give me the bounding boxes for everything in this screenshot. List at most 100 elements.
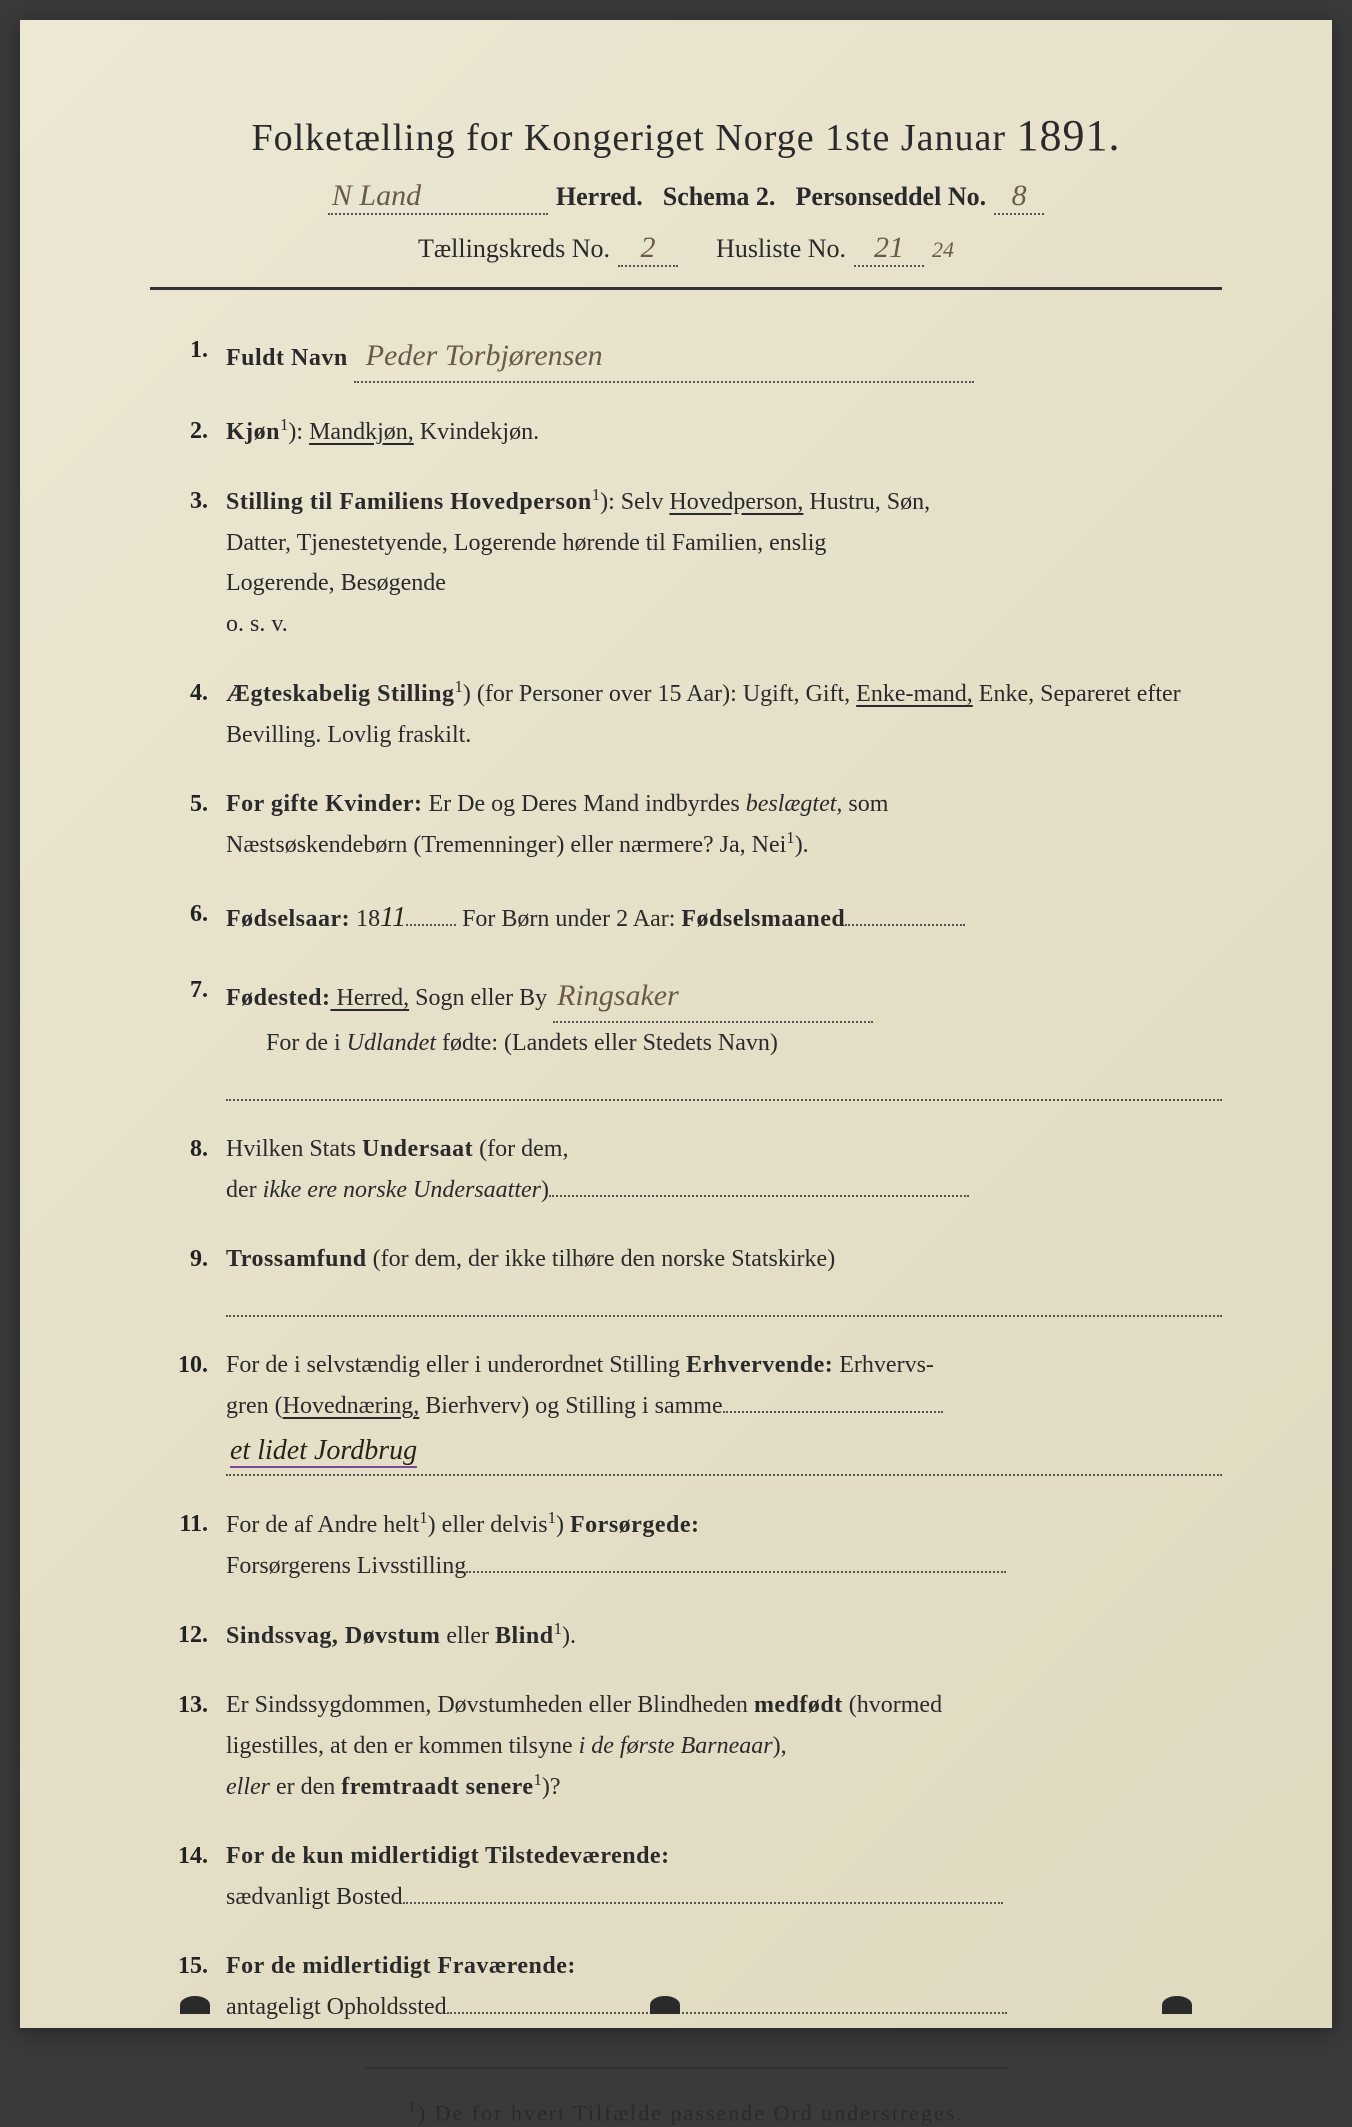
item-3: 3. Stilling til Familiens Hovedperson1):… — [170, 481, 1222, 645]
item-11: 11. For de af Andre helt1) eller delvis1… — [170, 1504, 1222, 1587]
item-label: Fødested: — [226, 985, 330, 1011]
footnote-sup: 1 — [408, 2099, 418, 2116]
sup: 1 — [592, 485, 600, 504]
item-num: 7. — [170, 970, 226, 1101]
sup: 1 — [533, 1770, 541, 1789]
dots — [845, 902, 965, 926]
t: ). — [562, 1623, 576, 1649]
item-1: 1. Fuldt Navn Peder Torbjørensen — [170, 330, 1222, 383]
personseddel-field: 8 — [994, 179, 1044, 215]
item-num: 2. — [170, 411, 226, 453]
t: Logerende, Besøgende — [226, 570, 446, 596]
em: Udlandet — [347, 1030, 436, 1056]
item-num: 3. — [170, 481, 226, 645]
kreds-field: 2 — [618, 231, 678, 267]
item-15: 15. For de midlertidigt Fraværende: anta… — [170, 1946, 1222, 2028]
indent: For de i Udlandet fødte: (Landets eller … — [226, 1030, 778, 1056]
dots — [466, 1549, 1006, 1573]
em: beslægtet, — [746, 791, 843, 817]
item-num: 15. — [170, 1946, 226, 2028]
item-label: For de kun midlertidigt Tilstedeværende: — [226, 1843, 670, 1869]
t: ), — [773, 1733, 787, 1759]
t: der — [226, 1177, 263, 1203]
selected-option: Mandkjøn, — [309, 419, 414, 445]
kreds-label: Tællingskreds No. — [418, 234, 610, 264]
item-label: For gifte Kvinder: — [226, 791, 423, 817]
item-label: Sindssvag, Døvstum — [226, 1623, 440, 1649]
sup: 1 — [554, 1619, 562, 1638]
t: For Børn under 2 Aar: — [456, 906, 681, 932]
item-body: For de i selvstændig eller i underordnet… — [226, 1345, 1222, 1476]
item-body: For de kun midlertidigt Tilstedeværende:… — [226, 1836, 1222, 1918]
t: ) eller delvis — [428, 1512, 548, 1538]
item-label: medfødt — [754, 1692, 843, 1718]
item-label: Undersaat — [362, 1136, 473, 1162]
selected-option: Hovedperson, — [669, 489, 803, 515]
t: som — [842, 791, 888, 817]
item-num: 12. — [170, 1615, 226, 1657]
form-title: Folketælling for Kongeriget Norge 1ste J… — [150, 110, 1222, 161]
item-body: Fødested: Herred, Sogn eller By Ringsake… — [226, 970, 1222, 1101]
herred-field: N Land — [328, 179, 548, 215]
dots — [406, 902, 456, 926]
item-num: 6. — [170, 894, 226, 942]
header-divider — [150, 287, 1222, 290]
census-form-page: Folketælling for Kongeriget Norge 1ste J… — [20, 20, 1332, 2028]
t: Er De og Deres Mand indbyrdes — [423, 791, 746, 817]
t: eller — [440, 1623, 495, 1649]
item-label: Fødselsaar: — [226, 906, 350, 932]
t: ) (for Personer over 15 Aar): Ugift, Gif… — [463, 681, 856, 707]
label2: Fødselsmaaned — [681, 906, 845, 932]
item-body: For gifte Kvinder: Er De og Deres Mand i… — [226, 784, 1222, 867]
sup: 1 — [786, 828, 794, 847]
t: fødte: (Landets eller Stedets Navn) — [436, 1030, 778, 1056]
item-6: 6. Fødselsaar: 1811 For Børn under 2 Aar… — [170, 894, 1222, 942]
em: i de første Barneaar — [579, 1733, 773, 1759]
t: Bierhverv) og Stilling i samme — [419, 1393, 722, 1419]
item-12: 12. Sindssvag, Døvstum eller Blind1). — [170, 1615, 1222, 1657]
item-num: 11. — [170, 1504, 226, 1587]
item-10: 10. For de i selvstændig eller i underor… — [170, 1345, 1222, 1476]
personseddel-no: 8 — [1012, 179, 1027, 212]
footnote-text: ) De for hvert Tilfælde passende Ord und… — [418, 2101, 964, 2126]
t: o. s. v. — [226, 611, 288, 637]
item-7: 7. Fødested: Herred, Sogn eller By Rings… — [170, 970, 1222, 1101]
kreds-no: 2 — [641, 231, 656, 264]
birthplace-handwritten: Ringsaker — [557, 979, 679, 1012]
item-num: 10. — [170, 1345, 226, 1476]
dots-fill — [226, 1068, 1222, 1102]
birthplace-field: Ringsaker — [553, 970, 873, 1023]
title-year: 1891. — [1017, 111, 1121, 160]
personseddel-label: Personseddel No. — [795, 182, 986, 212]
dots — [447, 1990, 1007, 2014]
item-body: Kjøn1): Mandkjøn, Kvindekjøn. — [226, 411, 1222, 453]
t: Er Sindssygdommen, Døvstumheden eller Bl… — [226, 1692, 754, 1718]
item-num: 4. — [170, 673, 226, 756]
item-body: Fuldt Navn Peder Torbjørensen — [226, 330, 1222, 383]
sup: 1 — [548, 1508, 556, 1527]
item-label: Trossamfund — [226, 1246, 367, 1272]
item-body: For de midlertidigt Fraværende: antageli… — [226, 1946, 1222, 2028]
page-tear — [180, 1996, 210, 2014]
item-num: 14. — [170, 1836, 226, 1918]
dots — [723, 1389, 943, 1413]
t: ) — [541, 1177, 549, 1203]
name-handwritten: Peder Torbjørensen — [366, 339, 603, 372]
t: ): Selv — [600, 489, 669, 515]
item-body: Er Sindssygdommen, Døvstumheden eller Bl… — [226, 1685, 1222, 1808]
husliste-suffix: 24 — [932, 237, 954, 263]
t: 18 — [350, 906, 380, 932]
title-text: Folketælling for Kongeriget Norge 1ste J… — [251, 117, 1006, 159]
item-num: 1. — [170, 330, 226, 383]
item-label: Stilling til Familiens Hovedperson — [226, 489, 592, 515]
subheader-line-1: N Land Herred. Schema 2. Personseddel No… — [150, 179, 1222, 215]
t: ). — [795, 832, 809, 858]
husliste-field: 21 — [854, 231, 924, 267]
sup: 1 — [455, 677, 463, 696]
item-label: For de midlertidigt Fraværende: — [226, 1953, 576, 1979]
item-num: 5. — [170, 784, 226, 867]
item-num: 9. — [170, 1239, 226, 1317]
item-2: 2. Kjøn1): Mandkjøn, Kvindekjøn. — [170, 411, 1222, 453]
item-body: Ægteskabelig Stilling1) (for Personer ov… — [226, 673, 1222, 756]
text: ): — [288, 419, 309, 445]
